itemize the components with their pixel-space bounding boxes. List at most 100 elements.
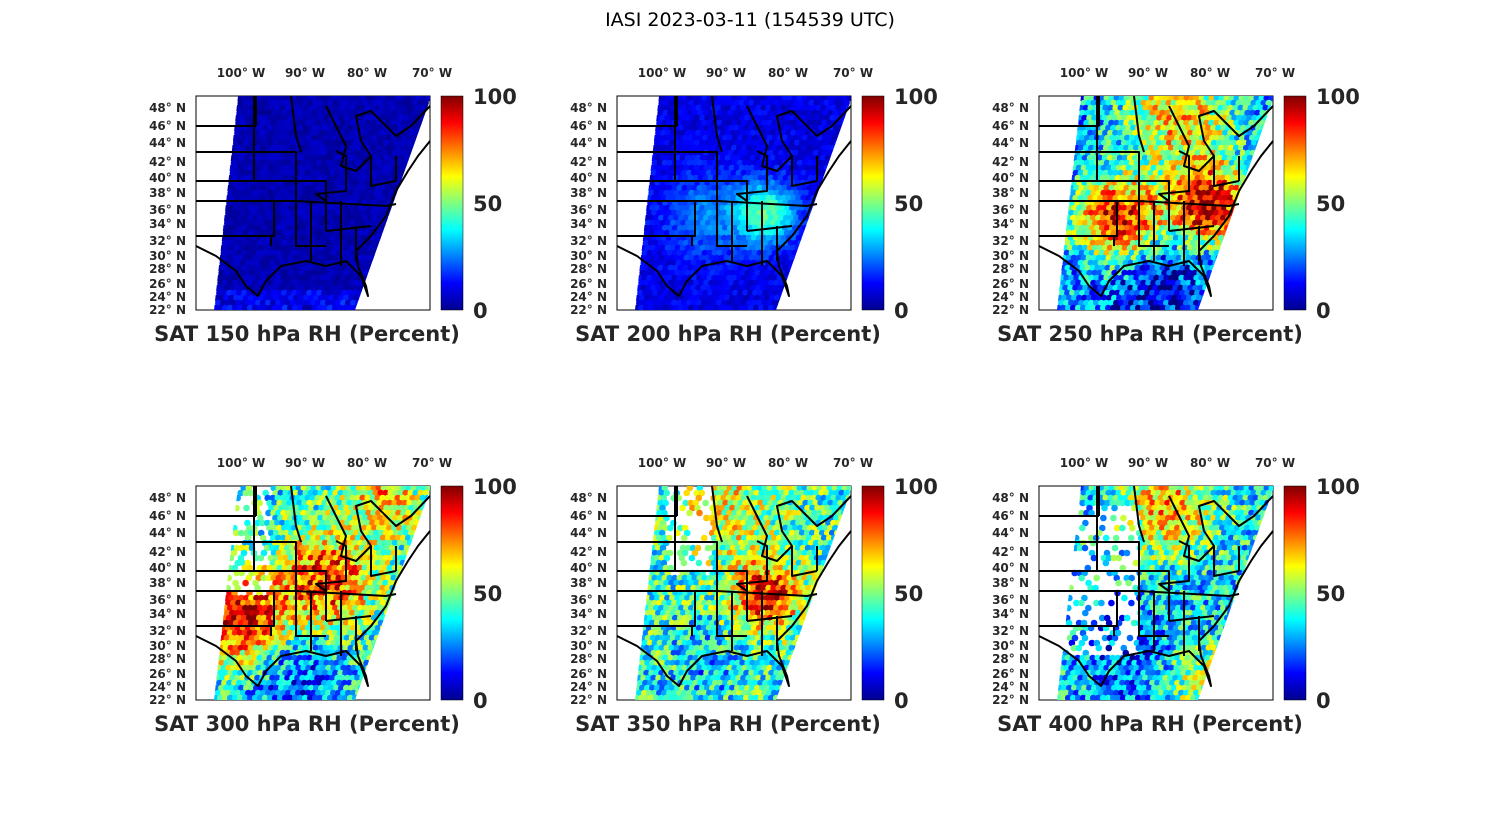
rh-dot <box>367 139 375 147</box>
rh-dot <box>1139 239 1147 247</box>
rh-dot <box>280 249 288 257</box>
rh-dot <box>1092 259 1100 267</box>
rh-dot <box>1190 124 1197 132</box>
rh-dot <box>349 194 356 202</box>
rh-dot <box>400 509 407 517</box>
rh-dot <box>691 119 698 127</box>
rh-dot <box>261 109 268 117</box>
rh-dot <box>780 129 787 137</box>
rh-dot <box>1217 144 1225 152</box>
rh-dot <box>765 194 772 202</box>
rh-dot <box>409 519 416 527</box>
rh-dot <box>364 219 371 227</box>
rh-dot <box>1159 264 1166 272</box>
rh-dot <box>716 96 724 102</box>
rh-dot <box>1188 96 1196 102</box>
rh-dot <box>317 229 325 237</box>
rh-dot <box>412 99 419 107</box>
rh-dot <box>1128 209 1135 217</box>
rh-dot <box>791 159 799 167</box>
rh-dot <box>336 304 344 310</box>
rh-dot <box>263 154 271 162</box>
rh-dot <box>740 169 748 177</box>
rh-dot <box>681 96 689 102</box>
rh-dot <box>734 154 742 162</box>
rh-dot <box>295 224 303 232</box>
rh-dot <box>1164 134 1171 142</box>
rh-dot <box>1105 99 1112 107</box>
rh-dot <box>701 96 709 102</box>
rh-dot <box>1224 174 1232 182</box>
rh-dot <box>375 96 383 102</box>
rh-dot <box>762 239 770 247</box>
rh-dot <box>1151 269 1158 277</box>
rh-dot <box>650 194 657 202</box>
rh-dot <box>230 274 237 282</box>
rh-dot <box>388 154 396 162</box>
rh-dot <box>259 144 267 152</box>
rh-dot <box>1162 129 1169 137</box>
rh-dot <box>1060 279 1067 287</box>
rh-dot <box>260 224 268 232</box>
rh-dot <box>1178 119 1185 127</box>
rh-dot <box>723 279 730 287</box>
rh-dot <box>379 169 387 177</box>
rh-dot <box>737 289 744 297</box>
rh-dot <box>1149 289 1156 297</box>
rh-dot <box>1121 154 1129 162</box>
rh-dot <box>252 279 259 287</box>
rh-dot <box>371 109 378 117</box>
rh-dot <box>1092 219 1099 227</box>
rh-dot <box>264 194 271 202</box>
rh-dot <box>335 184 342 192</box>
rh-dot <box>403 154 411 162</box>
rh-dot <box>1069 239 1077 247</box>
rh-dot <box>292 279 299 287</box>
rh-dot <box>1071 269 1078 277</box>
rh-dot <box>1208 119 1215 127</box>
rh-dot <box>706 159 714 167</box>
rh-dot <box>317 529 325 537</box>
rh-dot <box>375 184 382 192</box>
rh-dot <box>1145 214 1152 222</box>
rh-dot <box>1126 204 1133 212</box>
rh-dot <box>1089 174 1097 182</box>
rh-dot <box>392 514 399 522</box>
rh-dot <box>290 274 297 282</box>
rh-dot <box>368 114 375 122</box>
rh-dot <box>694 294 701 302</box>
rh-dot <box>408 114 415 122</box>
rh-dot <box>828 139 836 147</box>
rh-dot <box>1217 169 1225 177</box>
rh-dot <box>754 269 761 277</box>
rh-dot <box>658 229 666 237</box>
rh-dot <box>690 284 697 292</box>
rh-dot <box>668 214 675 222</box>
rh-dot <box>1134 264 1141 272</box>
rh-dot <box>238 244 246 252</box>
rh-dot <box>756 184 763 192</box>
rh-dot <box>383 114 390 122</box>
rh-dot <box>1154 174 1162 182</box>
rh-dot <box>1072 169 1080 177</box>
rh-dot <box>658 189 665 197</box>
rh-dot <box>1179 174 1187 182</box>
rh-dot <box>1105 254 1113 262</box>
rh-dot <box>1059 304 1067 310</box>
rh-dot <box>284 234 292 242</box>
rh-dot <box>275 509 282 517</box>
rh-dot <box>680 169 688 177</box>
rh-dot <box>288 204 295 212</box>
rh-dot <box>1124 109 1131 117</box>
rh-dot <box>255 249 263 257</box>
rh-dot <box>1190 254 1198 262</box>
rh-dot <box>306 109 313 117</box>
rh-dot <box>1129 134 1136 142</box>
rh-dot <box>300 96 308 102</box>
rh-dot <box>266 289 273 297</box>
rh-dot <box>315 509 322 517</box>
rh-dot <box>710 169 718 177</box>
rh-dot <box>268 114 275 122</box>
rh-dot <box>373 154 381 162</box>
state-border <box>196 96 296 237</box>
